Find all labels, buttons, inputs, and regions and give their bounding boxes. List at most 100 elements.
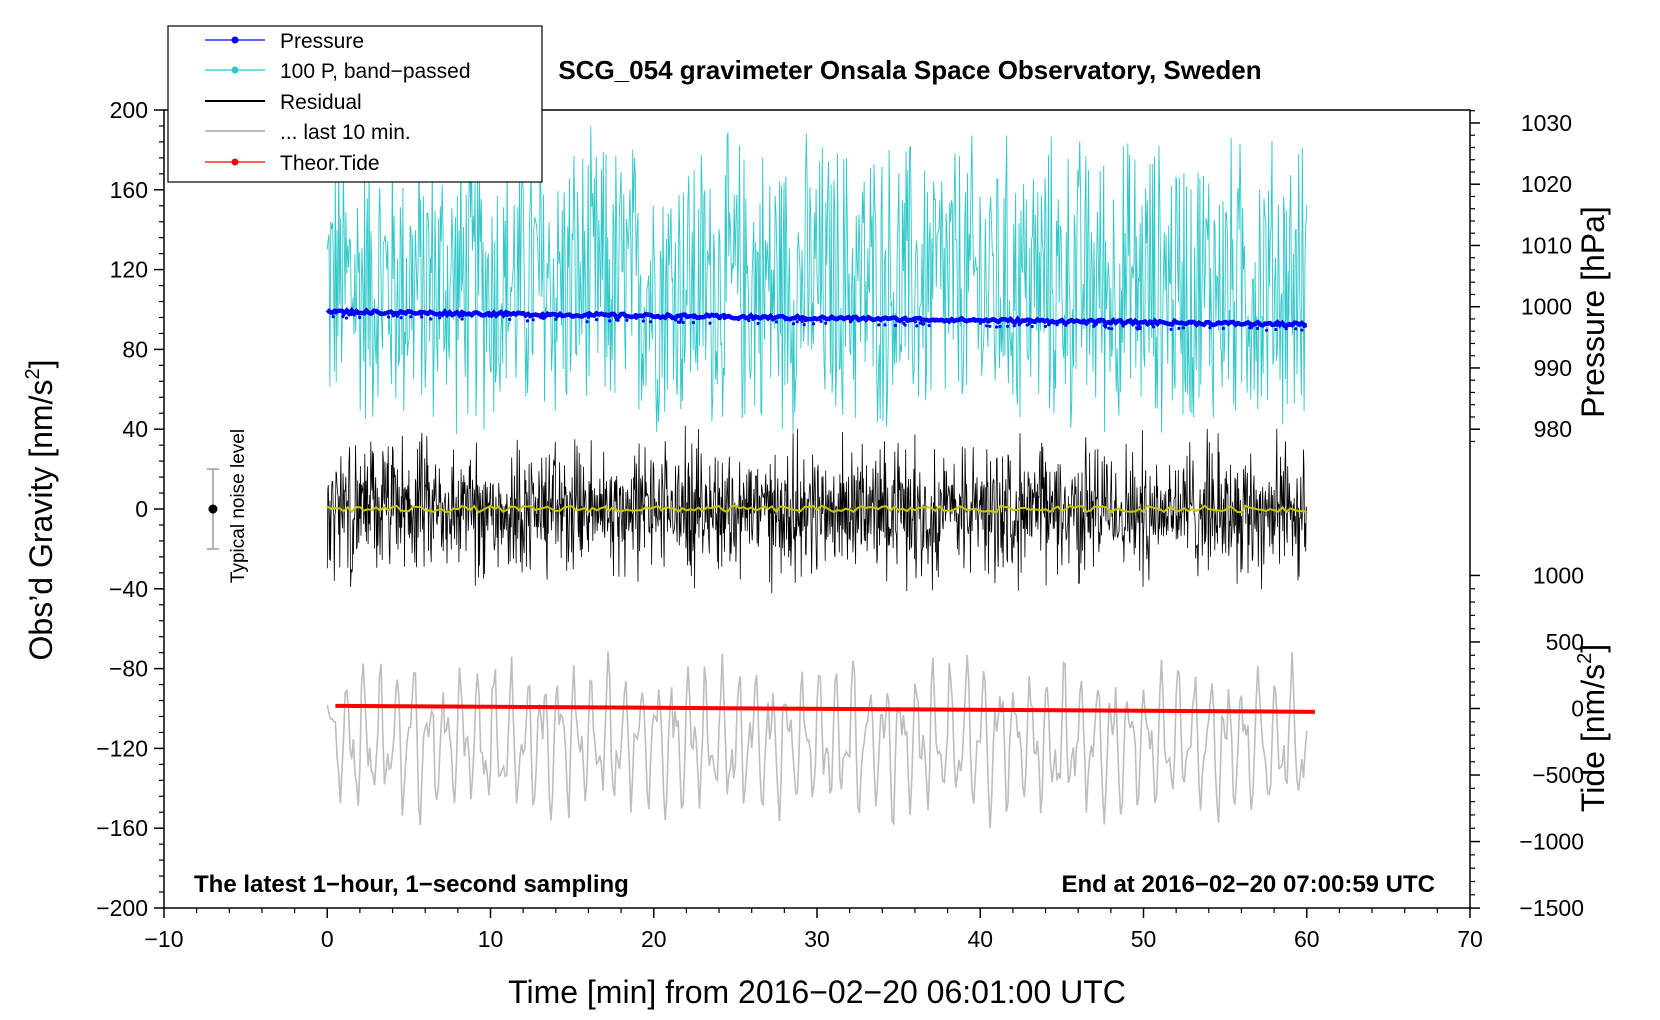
series-residual [326,425,1308,594]
axes-layer: −10 0 10 20 30 40 50 60 70−200−160−120−80−400408… [96,97,1584,952]
pressure-point [708,321,712,325]
pressure-point [824,321,828,325]
y-axis-title-left-close: ] [23,360,59,369]
pressure-point [915,324,919,328]
pressure-point [327,310,331,314]
pressure-point [883,323,887,327]
pressure-point [1123,320,1128,324]
pressure-point [802,323,806,327]
pressure-point [1073,320,1077,324]
y-tick-label-pressure: 980 [1534,416,1572,442]
pressure-point [344,316,349,320]
x-tick-label: 60 [1294,926,1320,952]
x-tick-label: 40 [967,926,993,952]
pressure-point [819,319,823,323]
pressure-point [913,320,918,324]
pressure-point [1275,323,1279,327]
pressure-point [795,320,799,324]
pressure-point [718,317,722,321]
pressure-point [753,316,757,321]
pressure-point [674,318,678,322]
pressure-point [502,313,506,317]
pressure-point [908,317,912,321]
y-tick-label-tide: −1000 [1519,829,1584,855]
pressure-point [515,312,519,316]
pressure-point [487,314,491,318]
y-tick-label-left: 200 [110,97,148,123]
pressure-point [1294,327,1298,331]
pressure-point [756,321,760,325]
pressure-point [400,311,404,315]
pressure-point [649,320,653,324]
y-tick-label-tide: 0 [1571,696,1584,722]
pressure-point [1094,322,1098,326]
legend-marker-theor-tide [231,158,239,166]
pressure-point [461,314,465,318]
pressure-point [1006,324,1010,328]
pressure-point [539,316,543,320]
pressure-point [783,318,788,322]
pressure-point [933,319,937,323]
pressure-point [922,322,926,326]
pressure-point [1081,321,1085,325]
pressure-point [356,312,360,316]
annotation-end-time: End at 2016−02−20 07:00:59 UTC [1061,871,1435,898]
pressure-point [1107,326,1111,330]
x-tick-label: 20 [641,926,667,952]
pressure-point [453,313,457,317]
y-tick-label-tide: −500 [1532,762,1584,788]
pressure-point [903,323,907,327]
pressure-point [1256,326,1260,330]
pressure-point [1189,321,1193,325]
y-tick-label-left: 160 [110,177,148,203]
y-axis-title-tide-sup: 2 [1574,653,1596,664]
pressure-point [1017,323,1021,327]
pressure-point [541,316,546,321]
y-axis-title-tide-close: ] [1575,644,1611,653]
pressure-point [457,313,462,317]
pressure-point [1181,326,1185,330]
pressure-point [736,318,741,322]
y-tick-label-left: 120 [110,257,148,283]
y-tick-label-pressure: 1010 [1521,232,1572,258]
pressure-point [1234,322,1238,326]
pressure-point [1138,325,1142,329]
pressure-point [800,318,804,322]
pressure-point [812,322,816,326]
pressure-point [873,318,877,322]
legend-label-pressure: Pressure [280,30,364,53]
pressure-point [1284,327,1288,331]
legend-label-residual: Residual [280,91,362,114]
y-tick-label-left: 0 [135,496,148,522]
y-axis-title-left-main: Obs’d Gravity [nm/s [23,380,59,661]
pressure-point [554,317,558,321]
y-tick-label-tide: 500 [1546,629,1584,655]
pressure-point [1274,327,1278,332]
y-tick-label-pressure: 1030 [1521,110,1572,136]
pressure-point [505,313,509,317]
legend-label-theor-tide: Theor.Tide [280,152,380,175]
pressure-point [1169,327,1173,331]
pressure-point [341,315,345,319]
pressure-point [882,317,886,321]
legend-label-band-passed: 100 P, band−passed [280,60,471,83]
pressure-point [1055,323,1059,327]
pressure-point [634,316,638,320]
pressure-point [974,319,979,323]
pressure-point [508,317,512,322]
pressure-point [1030,324,1034,329]
pressure-point [1152,325,1156,329]
y-tick-label-left: −80 [109,656,148,682]
plot-layer [206,126,1315,829]
pressure-point [982,319,986,323]
x-tick-label: 0 [321,926,334,952]
pressure-point [1121,324,1125,328]
y-axis-title-left-sup: 2 [22,368,44,379]
pressure-point [420,315,424,319]
pressure-point [1047,323,1051,327]
pressure-point [438,316,442,320]
y-tick-label-left: −40 [109,576,148,602]
pressure-point [1272,323,1276,327]
pressure-point [587,315,591,319]
pressure-point [1104,325,1108,329]
